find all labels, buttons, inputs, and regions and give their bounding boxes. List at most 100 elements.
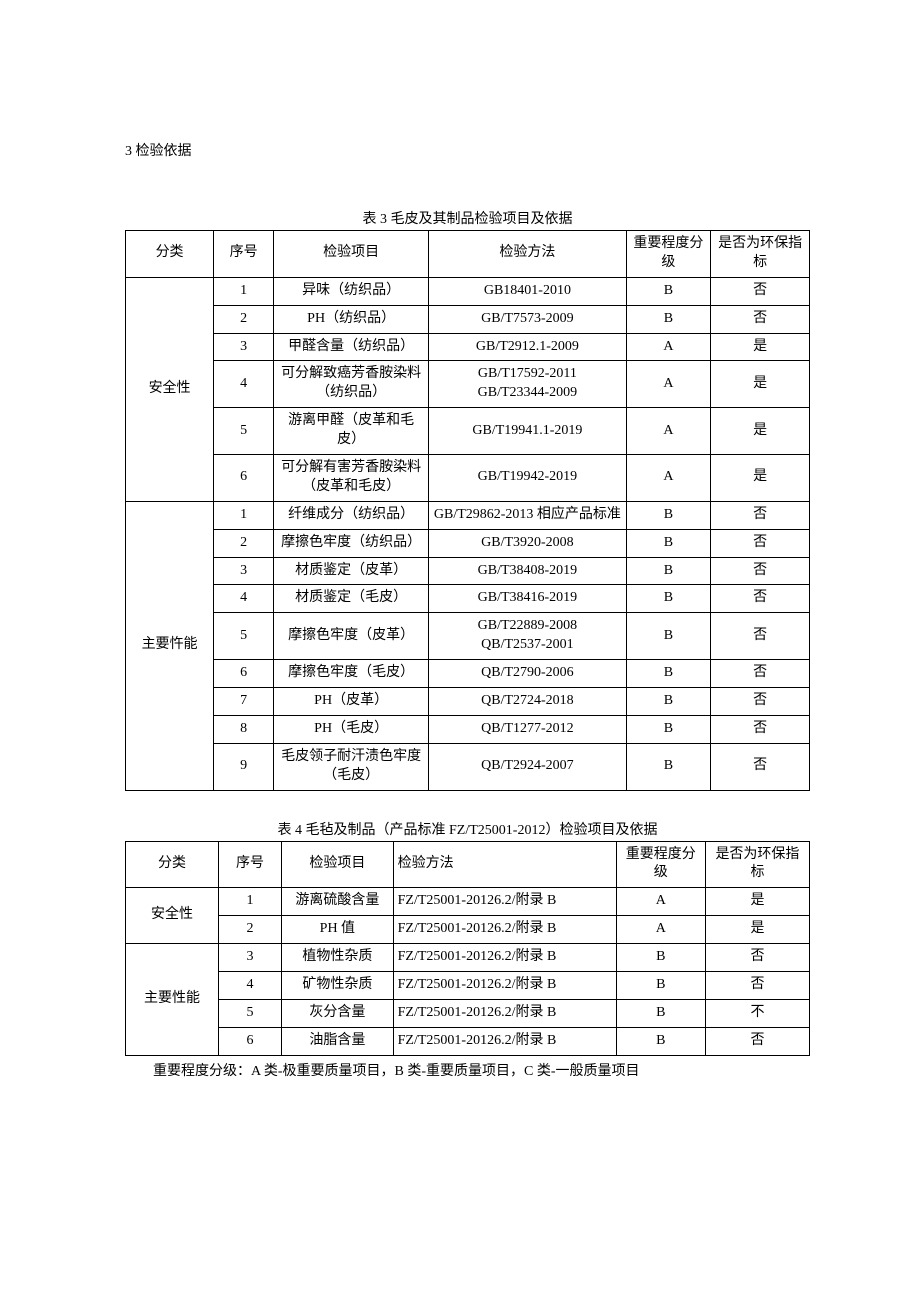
cell-item: 游离甲醛（皮革和毛皮） <box>274 408 429 455</box>
cell-item: 摩擦色牢度（毛皮） <box>274 660 429 688</box>
table-row: 安全性1游离硫酸含量FZ/T25001-20126.2/附录 BA是 <box>126 888 810 916</box>
cell-seq: 1 <box>214 277 274 305</box>
cell-item: 可分解有害芳香胺染料（皮革和毛皮） <box>274 455 429 502</box>
cell-method: GB/T3920-2008 <box>429 529 626 557</box>
table-row: 6可分解有害芳香胺染料（皮革和毛皮）GB/T19942-2019A是 <box>126 455 810 502</box>
cell-env: 是 <box>705 916 809 944</box>
th-seq: 序号 <box>214 231 274 278</box>
cell-method: GB/T19941.1-2019 <box>429 408 626 455</box>
cell-env: 否 <box>711 585 810 613</box>
cell-method: GB/T29862-2013 相应产品标准 <box>429 501 626 529</box>
table4-title: 表 4 毛毡及制品（产品标准 FZ/T25001-2012）检验项目及依据 <box>125 819 810 839</box>
cell-env: 否 <box>711 688 810 716</box>
cell-env: 否 <box>711 715 810 743</box>
cell-method: QB/T2724-2018 <box>429 688 626 716</box>
table4-header-row: 分类 序号 检验项目 检验方法 重要程度分级 是否为环保指标 <box>126 841 810 888</box>
cell-env: 是 <box>711 333 810 361</box>
table-row: 4可分解致癌芳香胺染料（纺织品）GB/T17592-2011GB/T23344-… <box>126 361 810 408</box>
cell-category: 主要性能 <box>126 944 219 1056</box>
cell-item: PH（纺织品） <box>274 305 429 333</box>
cell-method: FZ/T25001-20126.2/附录 B <box>393 888 616 916</box>
cell-seq: 3 <box>214 333 274 361</box>
cell-level: B <box>616 972 705 1000</box>
cell-method: GB/T38416-2019 <box>429 585 626 613</box>
cell-seq: 4 <box>218 972 281 1000</box>
cell-method: FZ/T25001-20126.2/附录 B <box>393 916 616 944</box>
cell-seq: 4 <box>214 361 274 408</box>
table-row: 9毛皮领子耐汗渍色牢度（毛皮）QB/T2924-2007B否 <box>126 743 810 790</box>
cell-seq: 2 <box>214 529 274 557</box>
cell-env: 否 <box>711 277 810 305</box>
cell-env: 否 <box>711 557 810 585</box>
cell-level: B <box>626 585 711 613</box>
cell-level: B <box>626 660 711 688</box>
cell-level: B <box>616 1027 705 1055</box>
table-row: 3甲醛含量（纺织品）GB/T2912.1-2009A是 <box>126 333 810 361</box>
cell-env: 否 <box>705 1027 809 1055</box>
cell-seq: 3 <box>214 557 274 585</box>
cell-seq: 5 <box>214 408 274 455</box>
cell-env: 不 <box>705 999 809 1027</box>
cell-item: 矿物性杂质 <box>282 972 394 1000</box>
cell-item: 材质鉴定（毛皮） <box>274 585 429 613</box>
cell-item: PH（皮革） <box>274 688 429 716</box>
th-item: 检验项目 <box>282 841 394 888</box>
cell-env: 否 <box>711 660 810 688</box>
cell-method: FZ/T25001-20126.2/附录 B <box>393 972 616 1000</box>
cell-method: GB/T19942-2019 <box>429 455 626 502</box>
th-env: 是否为环保指标 <box>705 841 809 888</box>
cell-seq: 5 <box>214 613 274 660</box>
cell-level: A <box>626 361 711 408</box>
table-row: 6油脂含量FZ/T25001-20126.2/附录 BB否 <box>126 1027 810 1055</box>
cell-method: GB/T7573-2009 <box>429 305 626 333</box>
cell-seq: 6 <box>214 455 274 502</box>
table-row: 主要忤能1纤维成分（纺织品）GB/T29862-2013 相应产品标准B否 <box>126 501 810 529</box>
cell-env: 否 <box>705 944 809 972</box>
cell-method: FZ/T25001-20126.2/附录 B <box>393 999 616 1027</box>
cell-level: A <box>616 888 705 916</box>
table-row: 3材质鉴定（皮革）GB/T38408-2019B否 <box>126 557 810 585</box>
cell-item: 摩擦色牢度（纺织品） <box>274 529 429 557</box>
cell-level: B <box>626 277 711 305</box>
cell-seq: 7 <box>214 688 274 716</box>
cell-seq: 1 <box>214 501 274 529</box>
table-row: 6摩擦色牢度（毛皮）QB/T2790-2006B否 <box>126 660 810 688</box>
cell-method: GB/T2912.1-2009 <box>429 333 626 361</box>
cell-item: 材质鉴定（皮革） <box>274 557 429 585</box>
th-category: 分类 <box>126 231 214 278</box>
cell-env: 否 <box>711 501 810 529</box>
cell-env: 是 <box>711 408 810 455</box>
cell-item: 可分解致癌芳香胺染料（纺织品） <box>274 361 429 408</box>
cell-item: 植物性杂质 <box>282 944 394 972</box>
cell-method: QB/T2924-2007 <box>429 743 626 790</box>
cell-method: FZ/T25001-20126.2/附录 B <box>393 1027 616 1055</box>
cell-seq: 2 <box>218 916 281 944</box>
cell-seq: 9 <box>214 743 274 790</box>
cell-item: 异味（纺织品） <box>274 277 429 305</box>
cell-seq: 6 <box>214 660 274 688</box>
cell-level: B <box>616 944 705 972</box>
cell-level: B <box>626 715 711 743</box>
cell-level: B <box>626 501 711 529</box>
table-row: 8PH（毛皮）QB/T1277-2012B否 <box>126 715 810 743</box>
cell-method: QB/T2790-2006 <box>429 660 626 688</box>
cell-item: 油脂含量 <box>282 1027 394 1055</box>
cell-item: 纤维成分（纺织品） <box>274 501 429 529</box>
cell-item: 毛皮领子耐汗渍色牢度（毛皮） <box>274 743 429 790</box>
cell-method: GB/T38408-2019 <box>429 557 626 585</box>
table-row: 7PH（皮革）QB/T2724-2018B否 <box>126 688 810 716</box>
cell-seq: 3 <box>218 944 281 972</box>
cell-category: 主要忤能 <box>126 501 214 790</box>
cell-env: 否 <box>711 305 810 333</box>
th-level: 重要程度分级 <box>626 231 711 278</box>
section-heading: 3 检验依据 <box>125 140 810 160</box>
table-row: 安全性1异味（纺织品）GB18401-2010B否 <box>126 277 810 305</box>
cell-item: 甲醛含量（纺织品） <box>274 333 429 361</box>
cell-item: 摩擦色牢度（皮革） <box>274 613 429 660</box>
cell-method: QB/T1277-2012 <box>429 715 626 743</box>
th-method: 检验方法 <box>429 231 626 278</box>
cell-env: 否 <box>711 743 810 790</box>
cell-method: GB/T22889-2008QB/T2537-2001 <box>429 613 626 660</box>
cell-method: GB18401-2010 <box>429 277 626 305</box>
cell-level: B <box>616 999 705 1027</box>
